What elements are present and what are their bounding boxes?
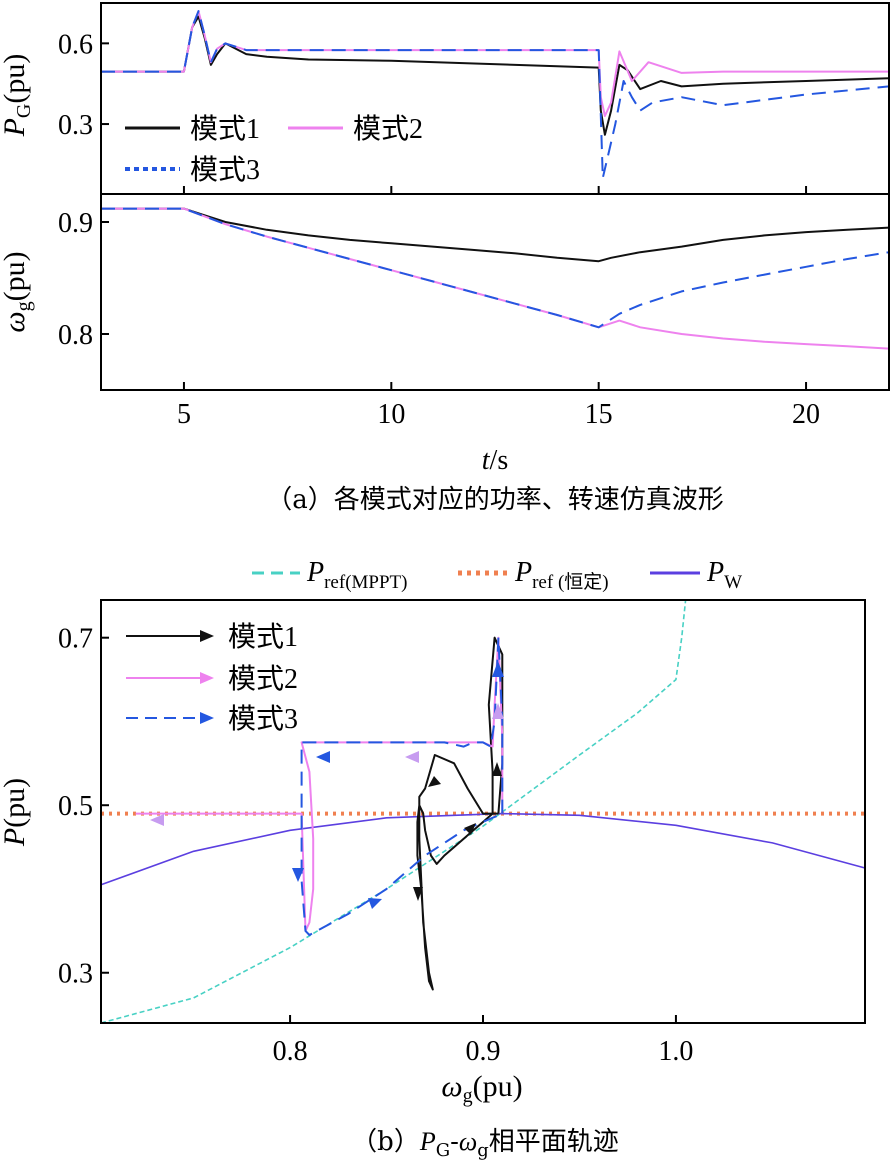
b-ytick-label: 0.7 (58, 624, 93, 655)
b-legend: 模式1 模式2 模式3 (126, 621, 298, 735)
a-top-ytick-label: 0.3 (58, 110, 93, 141)
b-arrow-mode3-down (292, 868, 304, 882)
b-arrow-mode1-up (492, 762, 502, 776)
caption-b: （b）PG-ωg相平面轨迹 (351, 1127, 619, 1161)
b-arrow-mode2-left (405, 751, 419, 763)
a-bottom-series-1 (101, 207, 890, 350)
b-xtick-label: 1.0 (658, 1036, 693, 1067)
b-series-5 (300, 636, 504, 936)
b-xtick-label: 0.9 (466, 1036, 501, 1067)
a-bottom-axes-frame (100, 193, 890, 391)
b-legend-mode3-label: 模式3 (228, 703, 298, 735)
b-ylabel: P(pu) (0, 778, 31, 847)
a-top-legend: 模式1 模式2 模式3 (125, 113, 423, 186)
b-arrow-mode1-right (464, 823, 476, 835)
panel-a-bottom: 0.8 0.9 5 10 15 20 ωg(pu) t/s (0, 193, 890, 476)
b-xtick-label: 0.8 (273, 1036, 308, 1067)
a-bottom-xlabel: t/s (482, 445, 508, 476)
b-xticks: 0.8 0.9 1.0 (273, 1015, 693, 1067)
b-yticks: 0.3 0.5 0.7 (58, 624, 109, 990)
b-arrow-mode3-up (492, 661, 504, 677)
b-legend-mode3-arrow (200, 712, 214, 724)
a-bottom-ytick-label: 0.9 (58, 208, 93, 239)
b-arrow-mode1-left (428, 776, 441, 787)
a-bottom-ylabel: ωg(pu) (0, 251, 35, 332)
b-series-0 (100, 599, 687, 1024)
a-bottom-series-2 (101, 207, 890, 329)
a-bottom-series-0 (101, 207, 890, 263)
b-legend-mode2-label: 模式2 (228, 663, 298, 695)
b-legend-mode1-arrow (200, 630, 214, 642)
a-top-ylabel: PG(pu) (0, 54, 35, 138)
b-arrows (150, 661, 504, 909)
b-series-2 (100, 812, 866, 886)
b-arrow-mode3-left (316, 751, 330, 763)
a-bottom-xtick-label: 20 (792, 399, 820, 430)
a-top-legend-mode3-label: 模式3 (190, 154, 260, 186)
b-legend-const-label: Pref (恒定) (514, 557, 609, 593)
a-top-series-2 (101, 10, 890, 179)
b-xlabel: ωg(pu) (441, 1070, 522, 1107)
b-ytick-label: 0.3 (58, 959, 93, 990)
b-series-4 (135, 636, 504, 932)
a-top-ytick-label: 0.6 (58, 29, 93, 60)
b-legend-pw-label: PW (706, 557, 742, 593)
a-bottom-xtick-label: 5 (177, 399, 191, 430)
b-axes-frame (100, 599, 866, 1024)
a-bottom-ytick-label: 0.8 (58, 320, 93, 351)
caption-a: （a）各模式对应的功率、转速仿真波形 (266, 485, 724, 515)
b-arrow-mode3-right (368, 898, 382, 909)
a-bottom-xtick-label: 15 (585, 399, 613, 430)
b-legend-mode2-arrow (200, 672, 214, 684)
b-legend-mppt-label: Pref(MPPT) (306, 557, 408, 593)
a-bottom-series-group (101, 207, 890, 350)
b-legend-mode1-label: 模式1 (228, 621, 298, 653)
b-arrow-mode2-left-2 (150, 814, 164, 826)
panel-b: 0.3 0.5 0.7 0.8 0.9 1.0 P(pu) ωg(pu) 模式1 模式2… (0, 599, 866, 1107)
a-top-series-group (101, 10, 890, 179)
a-top-legend-mode2-label: 模式2 (353, 113, 423, 145)
panel-b-top-legend: Pref(MPPT) Pref (恒定) PW (252, 557, 742, 593)
b-series-3 (416, 636, 504, 991)
a-bottom-xtick-label: 10 (377, 399, 405, 430)
a-top-yticks: 0.3 0.6 (58, 29, 808, 194)
a-bottom-xticks: 5 10 15 20 (177, 382, 820, 430)
b-ytick-label: 0.5 (58, 791, 93, 822)
b-arrow-mode1-down (413, 887, 423, 901)
a-bottom-yticks: 0.8 0.9 (58, 208, 109, 351)
b-arrow-mode2-up (492, 703, 504, 719)
panel-a-top: 0.3 0.6 PG(pu) 模式1 模式2 模式3 (0, 2, 890, 195)
b-series-group (100, 599, 866, 1024)
a-top-legend-mode1-label: 模式1 (190, 113, 260, 145)
